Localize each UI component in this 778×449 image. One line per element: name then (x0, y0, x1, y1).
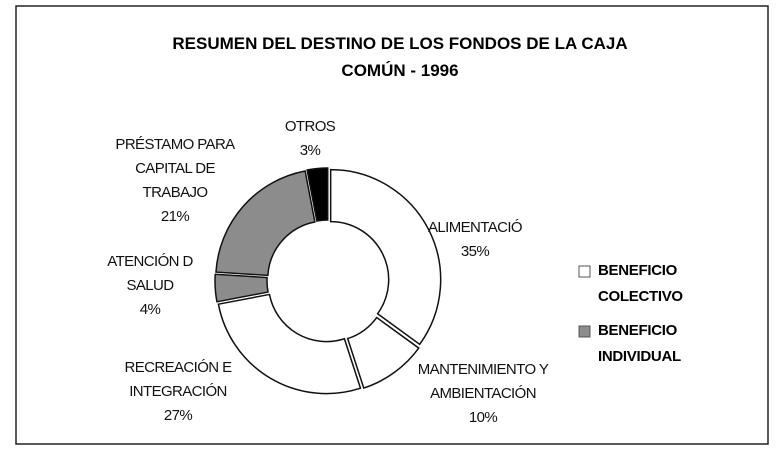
value-label: 4% (139, 301, 161, 318)
legend-swatch (578, 265, 591, 278)
slice-label: OTROS 3% (284, 115, 336, 163)
slice-label: PRÉSTAMO PARA CAPITAL DE TRABAJO 21% (115, 133, 235, 229)
slice-label: ALIMENTACIÓ 35% (428, 216, 523, 264)
donut-slice (329, 168, 442, 346)
slice-label: MANTENIMIENTO Y AMBIENTACIÓN 10% (417, 358, 549, 430)
donut-slice (215, 170, 316, 277)
category-label: ALIMENTACIÓ (428, 219, 523, 236)
category-label: OTROS (284, 118, 336, 135)
slice-label: RECREACIÓN E INTEGRACIÓN 27% (124, 356, 233, 428)
donut-slice (346, 316, 420, 389)
legend-label: BENEFICIO INDIVIDUAL (598, 322, 681, 365)
slice-label: ATENCIÓN D SALUD 4% (107, 250, 193, 322)
value-label: 35% (460, 243, 490, 260)
category-label: MANTENIMIENTO Y AMBIENTACIÓN (417, 361, 549, 402)
value-label: 21% (160, 208, 190, 225)
chart-title: RESUMEN DEL DESTINO DE LOS FONDOS DE LA … (172, 34, 628, 80)
value-label: 27% (163, 407, 193, 424)
donut-slice (217, 293, 362, 395)
category-label: PRÉSTAMO PARA CAPITAL DE TRABAJO (115, 136, 235, 201)
category-label: ATENCIÓN D SALUD (107, 253, 193, 294)
legend-swatch (578, 325, 591, 338)
value-label: 10% (468, 409, 498, 426)
donut-slice (214, 273, 269, 303)
value-label: 3% (299, 142, 321, 159)
frame (15, 5, 769, 445)
legend-label: BENEFICIO COLECTIVO (598, 262, 683, 305)
donut-slice (306, 167, 329, 222)
category-label: RECREACIÓN E INTEGRACIÓN (124, 359, 233, 400)
